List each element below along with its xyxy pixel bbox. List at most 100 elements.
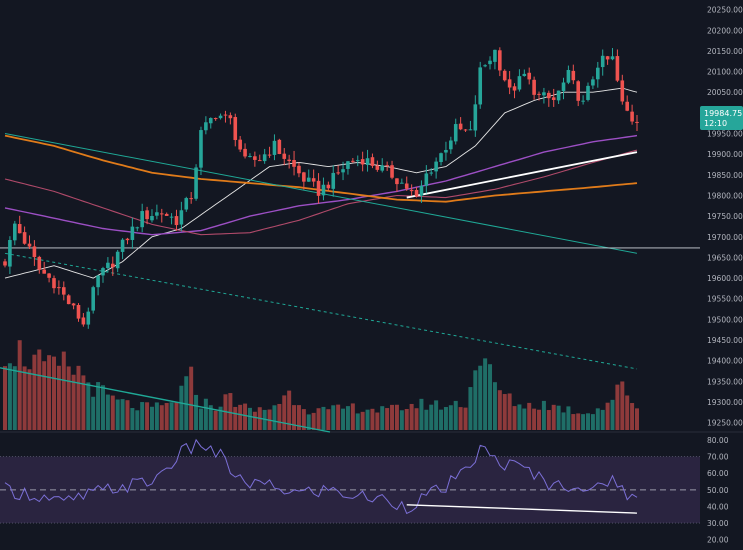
candle (551, 88, 556, 107)
candle (483, 64, 487, 68)
candle (86, 307, 91, 329)
candle (262, 148, 267, 164)
candle (135, 226, 140, 232)
volume-bar (605, 402, 610, 430)
rsi-tick-label: 60.00 (707, 469, 729, 478)
volume-bar (571, 414, 576, 430)
candle-body (306, 177, 311, 182)
volume-bar (37, 349, 42, 430)
candle (297, 162, 301, 178)
price-tick-label: 19850.00 (707, 171, 743, 180)
price-tick-label: 20050.00 (707, 88, 743, 97)
volume-bar (541, 400, 546, 430)
candle-body (76, 305, 81, 319)
candle (321, 177, 326, 201)
candle-body (110, 263, 115, 268)
candle (630, 104, 634, 125)
price-axis[interactable]: 19250.00 19300.00 19350.00 19400.00 19450.00… (707, 6, 743, 428)
candle (395, 178, 399, 192)
candle (615, 49, 620, 83)
candle (42, 261, 46, 274)
volume-bar (537, 409, 542, 430)
volume-bar (497, 390, 502, 430)
volume-bar (164, 403, 169, 430)
candle (140, 203, 144, 233)
candle (125, 237, 130, 245)
volume-bar (625, 395, 630, 430)
candle-body (517, 76, 522, 90)
candle (22, 226, 27, 245)
volume-bar (22, 366, 27, 430)
volume-bar (105, 394, 110, 430)
price-tick-label: 19650.00 (707, 253, 743, 262)
volume-bar (228, 393, 233, 430)
volume-bar (532, 408, 537, 430)
candle-body (194, 167, 198, 199)
candle (71, 302, 76, 310)
volume-bar (51, 356, 56, 430)
candle (468, 120, 473, 131)
volume-bar (404, 408, 409, 430)
candle (355, 155, 360, 167)
candle (346, 160, 350, 175)
candle-body (581, 100, 585, 102)
candle-body (444, 149, 448, 153)
candle-body (81, 317, 86, 325)
candle-body (57, 287, 61, 289)
volume-bar (512, 406, 517, 430)
volume-bar (492, 382, 497, 430)
volume-bar (355, 413, 360, 430)
candle-body (542, 92, 546, 96)
candle-body (449, 140, 453, 150)
volume-bar (507, 393, 512, 430)
volume-bar (311, 412, 316, 430)
candle (576, 80, 581, 107)
rsi-line (4, 438, 638, 515)
candle-body (277, 139, 282, 154)
candle-body (429, 172, 434, 174)
candle (184, 196, 189, 212)
rsi-tick-label: 40.00 (707, 502, 729, 511)
candle-body (355, 160, 360, 162)
last-price-tag: 19984.75 12:10 (700, 106, 743, 130)
volume-bar (590, 414, 595, 430)
volume-bar (610, 399, 615, 430)
volume-trendline (0, 367, 331, 433)
candle-body (208, 118, 213, 124)
candle (248, 153, 252, 158)
volume-bar (233, 406, 238, 430)
candle-body (262, 154, 267, 162)
candle (537, 91, 541, 101)
volume-bar (71, 374, 76, 430)
price-tick-label: 19750.00 (707, 212, 743, 221)
candle-body (424, 173, 429, 186)
candle-body (316, 180, 321, 196)
candle (96, 275, 100, 296)
candle (174, 209, 179, 231)
candle-body (620, 80, 625, 102)
rsi-band-layer (0, 431, 743, 524)
candle (478, 61, 483, 109)
candle-body (493, 49, 497, 62)
candle-body (512, 86, 517, 91)
candle-body (537, 93, 541, 95)
candle-body (150, 216, 154, 221)
candle-body (32, 246, 37, 258)
price-tick-label: 20250.00 (707, 6, 743, 15)
rsi-axis[interactable]: 20.00 30.00 40.00 50.00 60.00 70.00 80.00 (707, 436, 729, 545)
candle (360, 151, 365, 172)
price-tick-label: 19400.00 (707, 357, 743, 366)
candle-body (145, 210, 149, 220)
volume-bar (296, 405, 301, 430)
volume-bar (277, 403, 282, 430)
volume-bar (331, 405, 336, 430)
volume-bar (399, 410, 404, 430)
candle-body (96, 275, 100, 288)
volume-bar (620, 381, 625, 430)
volume-bar (424, 409, 429, 430)
price-tick-label: 20100.00 (707, 68, 743, 77)
candle-body (42, 269, 46, 274)
candle-body (22, 232, 27, 244)
candle (233, 113, 238, 147)
volume-bar (385, 408, 390, 430)
